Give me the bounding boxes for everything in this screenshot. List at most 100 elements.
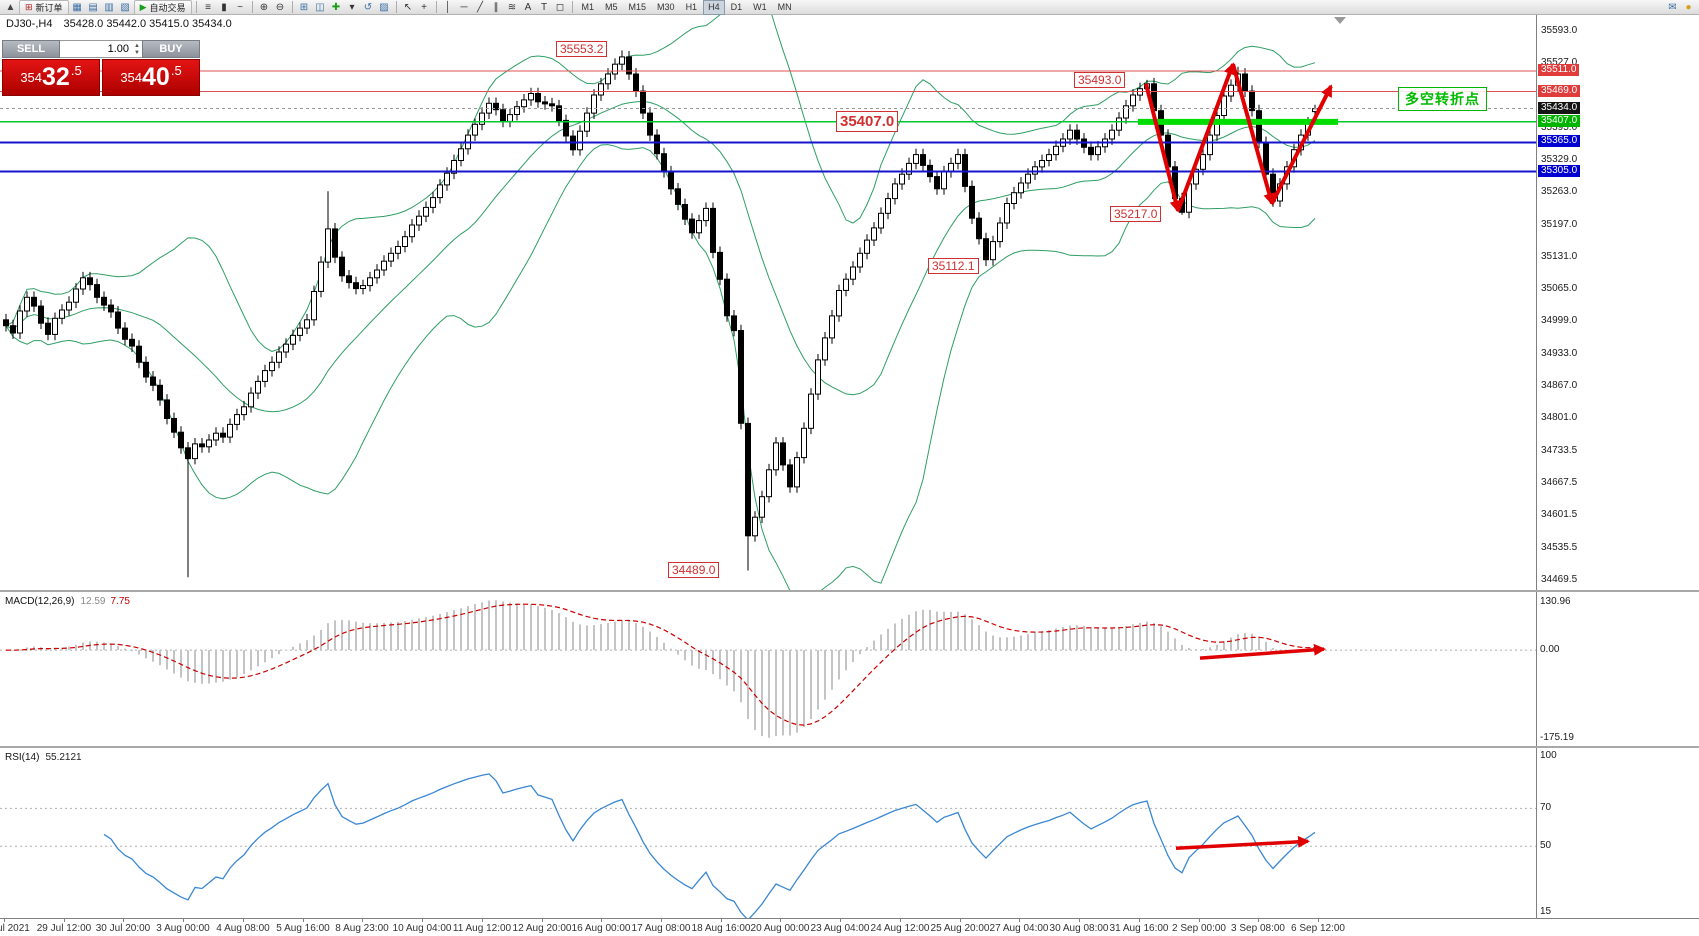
turning-point-note[interactable]: 多空转折点 (1398, 87, 1487, 111)
rsi-panel-splitter[interactable] (0, 746, 1699, 748)
refresh-icon[interactable]: ↺ (363, 1, 373, 13)
time-label: 30 Jul 20:00 (95, 923, 151, 934)
volume-up-icon[interactable]: ▲ (134, 43, 140, 49)
price-tick: 34733.5 (1541, 445, 1578, 456)
chat-icon[interactable]: ✉ (1668, 1, 1677, 13)
bars-chart-icon[interactable]: ≡ (205, 1, 211, 13)
market-watch-icon[interactable]: ▦ (72, 1, 82, 13)
price-callout[interactable]: 35407.0 (836, 111, 899, 132)
volume-input[interactable]: 1.00 ▲ ▼ (60, 40, 142, 58)
time-tick (1019, 919, 1020, 922)
terminal-icon[interactable]: ▧ (120, 1, 130, 13)
line-chart-icon[interactable]: ~ (237, 1, 243, 13)
horizontal-line-icon[interactable]: ─ (460, 1, 468, 13)
price-badge-35511.0: 35511.0 (1538, 64, 1580, 76)
zoom-in-icon[interactable]: ⊕ (259, 1, 269, 13)
time-label: 2 Sep 00:00 (1172, 923, 1226, 934)
timeframe-m1-button[interactable]: M1 (581, 2, 595, 12)
notification-icon[interactable]: ● (1685, 1, 1692, 13)
time-tick (1199, 919, 1200, 922)
time-tick (1258, 919, 1259, 922)
channel-icon[interactable]: ∥ (493, 1, 499, 13)
price-callout[interactable]: 35217.0 (1110, 206, 1162, 222)
price-callout[interactable]: 35493.0 (1074, 72, 1126, 88)
price-badge-35305.0: 35305.0 (1538, 165, 1581, 177)
macd-trend-arrow[interactable] (1199, 643, 1326, 660)
cascade-windows-icon[interactable]: ◫ (315, 1, 325, 13)
time-tick (840, 919, 841, 922)
new-chart-icon[interactable]: ✚ (331, 1, 341, 13)
shapes-icon[interactable]: ◻ (555, 1, 565, 13)
rsi-label: RSI(14) 55.2121 (5, 752, 82, 763)
time-label: 27 Aug 04:00 (989, 923, 1049, 934)
navigator-icon[interactable]: ▥ (104, 1, 114, 13)
crosshair-icon[interactable]: + (421, 1, 427, 13)
timeframe-m5-button[interactable]: M5 (605, 2, 618, 12)
time-tick (721, 919, 722, 922)
volume-stepper[interactable]: ▲ ▼ (134, 43, 140, 57)
timeframe-h4-button[interactable]: H4 (703, 0, 725, 15)
time-tick (482, 919, 483, 922)
tile-windows-icon[interactable]: ⊞ (299, 1, 309, 13)
macd-indicator-chart[interactable] (0, 592, 1536, 746)
volume-down-icon[interactable]: ▼ (134, 50, 140, 56)
app-icon[interactable]: ▲ (5, 1, 16, 13)
price-callout[interactable]: 34489.0 (668, 562, 720, 578)
cursor-icon[interactable]: ↖ (403, 1, 413, 13)
trend-arrow-2[interactable] (1176, 62, 1236, 212)
time-label: 24 Aug 12:00 (870, 923, 930, 934)
buy-price-big: 40 (142, 63, 170, 91)
buy-button[interactable]: BUY (142, 40, 200, 58)
label-icon[interactable]: T (540, 1, 548, 13)
price-tick: 34469.5 (1541, 574, 1578, 585)
macd-panel-splitter[interactable] (0, 590, 1699, 592)
vertical-line-icon[interactable]: │ (444, 1, 452, 13)
time-tick (1139, 919, 1140, 922)
rsi-scale-15: 15 (1540, 906, 1552, 917)
chart-header: DJ30-,H4 35428.0 35442.0 35415.0 35434.0 (6, 18, 232, 30)
trend-arrow-1[interactable] (1144, 83, 1182, 213)
main-toolbar: ▲ ⊞ 新订单 ▦ ▤ ▥ ▧ ▶ 自动交易 ≡ ▮ ~ ⊕ ⊖ ⊞ ◫ ✚ ▾ ↺ ▨ ↖ + │ ─ ╱ ∥ ≋ A T ◻ M1 M5 M… (0, 0, 1699, 15)
trendline-icon[interactable]: ╱ (476, 1, 484, 13)
timeframe-w1-button[interactable]: W1 (753, 2, 767, 12)
bollinger-middle-band (5, 100, 1316, 413)
main-price-chart[interactable] (0, 15, 1536, 590)
timeframe-d1-button[interactable]: D1 (730, 2, 743, 12)
rsi-indicator-chart[interactable] (0, 748, 1536, 918)
timeframe-h1-button[interactable]: H1 (685, 2, 698, 12)
time-label: 16 Aug 00:00 (571, 923, 631, 934)
templates-icon[interactable]: ▨ (379, 1, 389, 13)
timeframe-m15-button[interactable]: M15 (628, 2, 647, 12)
price-callout[interactable]: 35553.2 (556, 41, 608, 57)
candlestick-chart-icon[interactable]: ▮ (221, 1, 227, 13)
trend-arrow-4[interactable] (1270, 84, 1333, 205)
text-icon[interactable]: A (524, 1, 532, 13)
time-tick (183, 919, 184, 922)
price-callout[interactable]: 35112.1 (928, 258, 979, 274)
price-badge-35469.0: 35469.0 (1538, 85, 1581, 97)
macd-signal-line (5, 603, 1316, 726)
time-label: 11 Aug 12:00 (452, 923, 512, 934)
time-label: 28 Jul 2021 (0, 923, 30, 934)
timeframe-mn-button[interactable]: MN (777, 2, 792, 12)
fibonacci-icon[interactable]: ≋ (507, 1, 517, 13)
price-tick: 34535.5 (1541, 542, 1578, 553)
sell-price-suffix: .5 (70, 63, 82, 78)
profiles-icon[interactable]: ▾ (349, 1, 355, 13)
buy-price-suffix: .5 (170, 63, 182, 78)
rsi-trend-arrow[interactable] (1175, 835, 1310, 851)
chart-window[interactable]: 35593.0 35527.0 35395.0 35329.0 35263.0 35197… (0, 15, 1699, 936)
time-tick (123, 919, 124, 922)
price-axis[interactable]: 35593.0 35527.0 35395.0 35329.0 35263.0 35197… (1536, 15, 1699, 936)
chart-shift-marker[interactable] (1334, 17, 1346, 24)
sell-price-display[interactable]: 354 32.5 (2, 59, 100, 96)
timeframe-m30-button[interactable]: M30 (657, 2, 675, 12)
trend-arrow-3[interactable] (1231, 63, 1276, 206)
buy-price-display[interactable]: 354 40.5 (102, 59, 200, 96)
sell-button[interactable]: SELL (2, 40, 60, 58)
new-order-button[interactable]: ⊞ 新订单 (19, 0, 69, 15)
data-window-icon[interactable]: ▤ (88, 1, 98, 13)
zoom-out-icon[interactable]: ⊖ (275, 1, 285, 13)
auto-trading-button[interactable]: ▶ 自动交易 (133, 0, 192, 15)
